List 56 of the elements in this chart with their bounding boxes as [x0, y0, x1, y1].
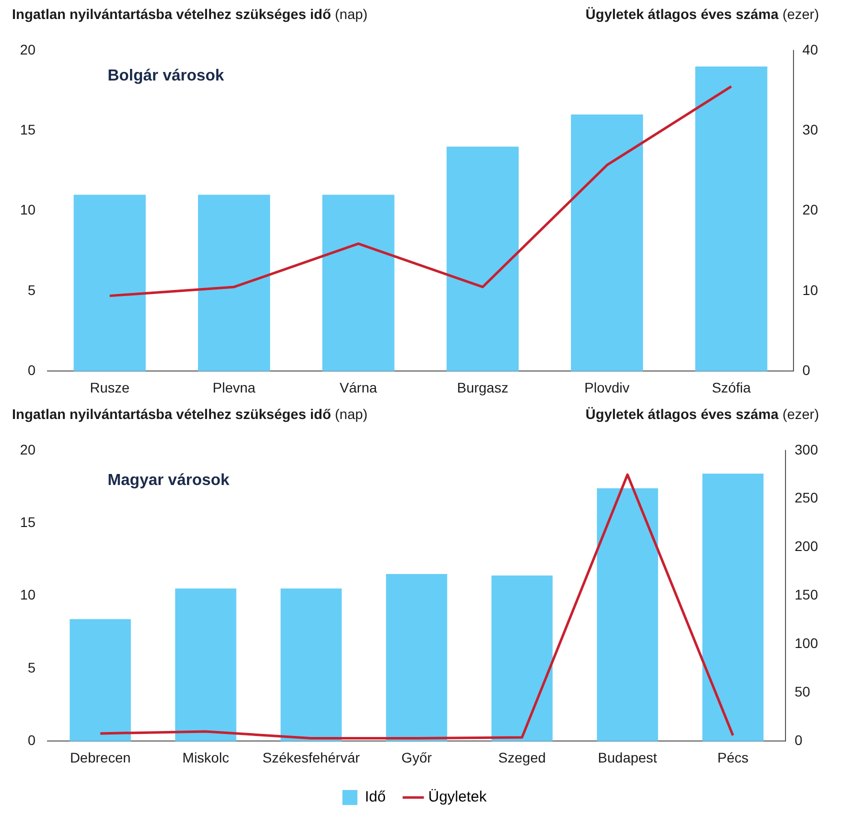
- y2-tick-label: 100: [794, 635, 818, 652]
- y-tick-label: 20: [20, 441, 36, 458]
- bar: [386, 574, 448, 742]
- legend-label: Idő: [364, 788, 386, 806]
- bar: [446, 146, 519, 372]
- annotation: Bolgár városok: [108, 67, 224, 84]
- y2-tick-label: 10: [802, 282, 818, 298]
- x-tick-label: Burgasz: [456, 379, 508, 396]
- x-tick-label: Győr: [401, 749, 432, 766]
- y-tick-label: 15: [20, 121, 36, 138]
- x-tick-label: Miskolc: [182, 749, 230, 766]
- legend-label: Ügyletek: [428, 788, 488, 806]
- bar: [695, 66, 768, 372]
- y-tick-label: 10: [20, 586, 36, 603]
- x-tick-label: Várna: [340, 379, 378, 396]
- bar: [70, 619, 131, 742]
- y2-tick-label: 200: [794, 538, 818, 554]
- y-tick-label: 5: [28, 659, 36, 676]
- x-tick-label: Szófia: [712, 379, 751, 396]
- bar: [322, 194, 394, 372]
- bar: [491, 575, 553, 742]
- y2-tick-label: 20: [802, 202, 818, 218]
- bar: [596, 488, 658, 742]
- y2-tick-label: 0: [802, 362, 810, 378]
- y2-tick-label: 150: [794, 586, 818, 603]
- x-tick-label: Debrecen: [70, 749, 131, 766]
- y2-axis-title: Ügyletek átlagos éves száma (ezer): [586, 406, 819, 424]
- y2-tick-label: 50: [794, 684, 810, 700]
- x-tick-label: Rusze: [90, 379, 130, 396]
- y-tick-label: 0: [28, 732, 36, 748]
- x-tick-label: Szeged: [498, 749, 546, 766]
- x-tick-label: Plovdiv: [584, 379, 630, 396]
- bar: [74, 194, 146, 372]
- x-tick-label: Plevna: [212, 379, 256, 396]
- y-tick-label: 10: [20, 202, 36, 218]
- x-tick-label: Pécs: [717, 749, 748, 766]
- bar: [570, 114, 644, 372]
- x-tick-label: Székesfehérvár: [262, 749, 360, 766]
- y-tick-label: 15: [20, 514, 36, 530]
- y2-tick-label: 250: [794, 490, 818, 506]
- y-axis-title: Ingatlan nyilvántartásba vételhez szükséges idő (nap): [12, 406, 368, 424]
- y2-tick-label: 40: [802, 41, 818, 58]
- y-tick-label: 20: [20, 41, 36, 58]
- y-axis-title: Ingatlan nyilvántartásba vételhez szükséges idő (nap): [12, 6, 368, 24]
- bar: [702, 474, 764, 742]
- bar: [280, 588, 342, 742]
- y2-tick-label: 30: [802, 121, 818, 138]
- x-tick-label: Budapest: [598, 749, 658, 766]
- y-tick-label: 0: [28, 362, 36, 378]
- y2-axis-title: Ügyletek átlagos éves száma (ezer): [586, 6, 819, 24]
- bar: [198, 194, 270, 372]
- y2-tick-label: 0: [794, 732, 803, 748]
- y-tick-label: 5: [28, 282, 36, 298]
- bar: [175, 588, 236, 742]
- annotation: Magyar városok: [108, 472, 230, 489]
- y2-tick-label: 300: [794, 441, 818, 458]
